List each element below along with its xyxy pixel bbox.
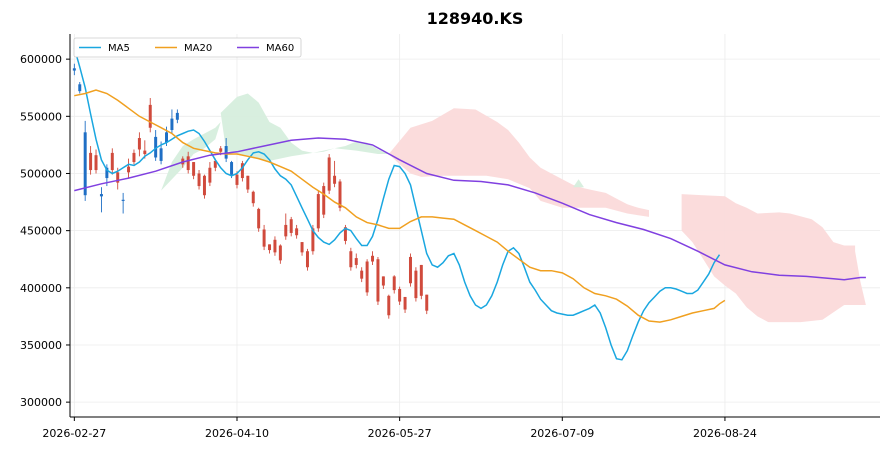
y-tick-label: 450000	[20, 225, 62, 238]
candle-body	[165, 132, 168, 143]
x-tick-label: 2026-02-27	[42, 427, 106, 440]
candle-body	[295, 228, 299, 236]
candle-body	[392, 276, 396, 291]
candle-body	[268, 244, 272, 251]
candle-body	[322, 186, 326, 215]
x-tick-label: 2026-08-24	[693, 427, 757, 440]
x-tick-label: 2026-07-09	[530, 427, 594, 440]
candle-body	[154, 136, 158, 158]
candle-body	[300, 242, 304, 253]
candle-body	[311, 228, 315, 252]
y-tick-label: 400000	[20, 282, 62, 295]
candle-body	[419, 264, 423, 296]
candle-body	[262, 229, 266, 247]
candle-body	[99, 194, 103, 197]
candle-body	[338, 181, 342, 208]
candle-body	[235, 174, 239, 185]
candle-body	[316, 194, 320, 229]
candle-body	[360, 270, 364, 279]
candle-body	[278, 245, 282, 261]
cloud-region	[388, 108, 649, 217]
candle-body	[257, 208, 261, 229]
candle-body	[83, 132, 87, 196]
candle-body	[365, 261, 369, 293]
moving-average-layer	[73, 47, 866, 361]
candle-body	[159, 148, 163, 161]
series-line-ma5	[73, 47, 721, 361]
candle-body	[175, 112, 179, 120]
candle-body	[246, 175, 250, 190]
candle-body	[127, 166, 131, 173]
candle-body	[192, 162, 196, 176]
cloud-region	[681, 194, 866, 323]
cloud-region	[573, 179, 584, 188]
candle-body	[213, 160, 217, 168]
y-tick-label: 500000	[20, 167, 62, 180]
y-tick-label: 300000	[20, 396, 62, 409]
y-tick-label: 550000	[20, 110, 62, 123]
candle-body	[349, 251, 353, 268]
candle-body	[333, 175, 337, 184]
y-tick-label: 350000	[20, 339, 62, 352]
candle-body	[273, 239, 277, 253]
chart-legend: MA5 MA20 MA60	[73, 37, 302, 58]
y-tick-label: 600000	[20, 53, 62, 66]
candle-body	[371, 255, 375, 262]
candle-body	[408, 256, 412, 284]
candle-body	[224, 146, 228, 159]
candle-body	[137, 138, 141, 150]
candle-body	[170, 118, 174, 131]
candle-body	[116, 172, 120, 183]
candle-body	[72, 68, 76, 71]
candle-body	[414, 270, 418, 299]
legend-label-ma60: MA60	[266, 43, 294, 54]
candle-body	[240, 163, 244, 179]
legend-label-ma5: MA5	[108, 43, 130, 54]
candlestick-layer	[72, 63, 429, 319]
series-line-ma20	[74, 89, 726, 323]
candle-body	[94, 155, 98, 171]
candle-body	[110, 152, 114, 171]
candle-body	[425, 294, 429, 311]
legend-box	[73, 37, 302, 58]
candle-body	[78, 84, 82, 92]
candle-body	[219, 148, 223, 152]
candle-body	[387, 295, 391, 316]
candle-body	[289, 219, 293, 233]
candle-body	[354, 258, 358, 265]
candle-body	[327, 157, 331, 191]
candle-body	[105, 167, 109, 179]
series-line-ma60	[74, 137, 866, 281]
candle-body	[132, 152, 136, 163]
axis-layer	[69, 34, 880, 418]
candle-body	[148, 104, 152, 128]
cloud-region	[220, 93, 389, 161]
x-tick-label: 2026-04-10	[205, 427, 269, 440]
candle-body	[251, 191, 255, 204]
candle-body	[230, 162, 234, 175]
candle-body	[376, 259, 380, 302]
candle-body	[284, 224, 288, 237]
candle-body	[197, 173, 201, 187]
candle-body	[89, 152, 93, 171]
candle-body	[202, 175, 206, 196]
tick-layer: 300000 350000 400000 450000 500000 550000 6000…	[20, 53, 757, 440]
legend-label-ma20: MA20	[184, 43, 212, 54]
candle-body	[403, 296, 407, 310]
candle-body	[398, 288, 402, 302]
candle-body	[343, 227, 347, 241]
candle-body	[143, 150, 147, 155]
chart-title: 128940.KS	[427, 9, 524, 28]
candle-body	[305, 251, 309, 268]
candle-body	[121, 199, 125, 201]
x-tick-label: 2026-05-27	[368, 427, 432, 440]
candle-body	[381, 276, 385, 286]
candle-body	[186, 156, 190, 171]
candle-body	[208, 167, 212, 183]
